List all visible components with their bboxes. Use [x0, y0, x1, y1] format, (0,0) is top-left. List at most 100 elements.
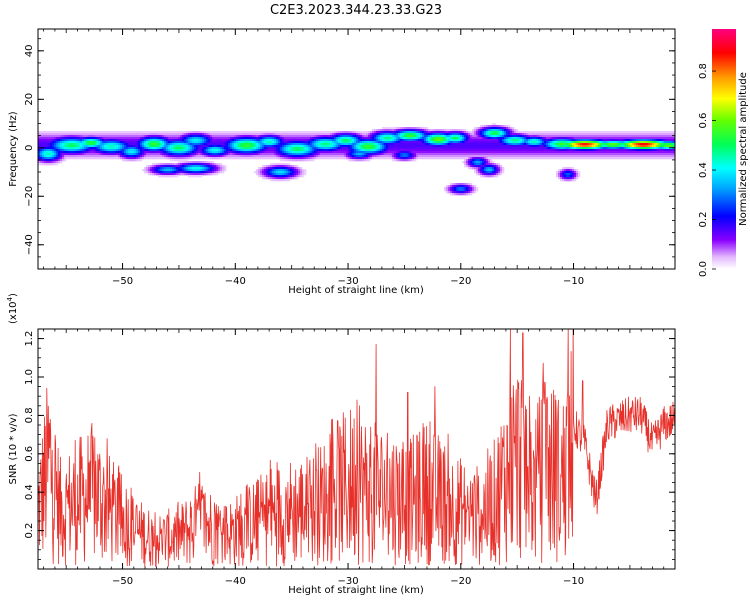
heatmap-cell	[82, 153, 85, 156]
heatmap-cell	[48, 147, 51, 150]
heatmap-cell	[512, 151, 515, 154]
heatmap-cell	[498, 167, 501, 170]
heatmap-cell	[302, 139, 305, 142]
heatmap-cell	[432, 153, 435, 156]
heatmap-cell	[62, 131, 65, 134]
heatmap-cell	[522, 133, 525, 136]
heatmap-cell	[384, 151, 387, 154]
heatmap-cell	[472, 167, 475, 170]
heatmap-cell	[202, 141, 205, 144]
heatmap-cell	[518, 135, 521, 138]
heatmap-cell	[500, 141, 503, 144]
heatmap-cell	[76, 145, 79, 148]
heatmap-cell	[118, 139, 121, 142]
heatmap-cell	[590, 151, 593, 154]
heatmap-cell	[594, 157, 597, 160]
heatmap-cell	[632, 139, 635, 142]
heatmap-cell	[288, 167, 291, 170]
heatmap-cell	[296, 159, 299, 162]
heatmap-cell	[238, 145, 241, 148]
heatmap-cell	[480, 163, 483, 166]
heatmap-cell	[342, 145, 345, 148]
heatmap-cell	[314, 135, 317, 138]
heatmap-cell	[316, 149, 319, 152]
heatmap-cell	[584, 135, 587, 138]
heatmap-cell	[44, 145, 47, 148]
heatmap-cell	[134, 153, 137, 156]
heatmap-cell	[480, 131, 483, 134]
heatmap-cell	[486, 127, 489, 130]
heatmap-cell	[148, 139, 151, 142]
heatmap-cell	[300, 149, 303, 152]
heatmap-cell	[242, 155, 245, 158]
heatmap-cell	[52, 161, 55, 164]
heatmap-cell	[546, 133, 549, 136]
heatmap-cell	[656, 145, 659, 148]
heatmap-cell	[292, 157, 295, 160]
heatmap-cell	[356, 147, 359, 150]
heatmap-cell	[264, 165, 267, 168]
heatmap-cell	[150, 167, 153, 170]
heatmap-cell	[552, 149, 555, 152]
heatmap-cell	[178, 131, 181, 134]
heatmap-cell	[668, 133, 671, 136]
heatmap-cell	[570, 131, 573, 134]
heatmap-cell	[616, 149, 619, 152]
heatmap-cell	[556, 151, 559, 154]
heatmap-cell	[638, 145, 641, 148]
heatmap-cell	[456, 129, 459, 132]
heatmap-cell	[384, 143, 387, 146]
heatmap-cell	[70, 143, 73, 146]
heatmap-cell	[222, 153, 225, 156]
heatmap-cell	[158, 157, 161, 160]
heatmap-cell	[156, 145, 159, 148]
heatmap-cell	[194, 153, 197, 156]
heatmap-cell	[178, 165, 181, 168]
heatmap-cell	[340, 155, 343, 158]
heatmap-cell	[182, 167, 185, 170]
heatmap-cell	[100, 147, 103, 150]
heatmap-cell	[496, 149, 499, 152]
heatmap-cell	[592, 139, 595, 142]
heatmap-cell	[242, 145, 245, 148]
heatmap-cell	[280, 139, 283, 142]
heatmap-cell	[604, 139, 607, 142]
heatmap-cell	[568, 167, 571, 170]
heatmap-cell	[324, 153, 327, 156]
heatmap-cell	[256, 145, 259, 148]
heatmap-cell	[634, 151, 637, 154]
heatmap-cell	[492, 133, 495, 136]
heatmap-cell	[194, 143, 197, 146]
heatmap-cell	[486, 145, 489, 148]
heatmap-cell	[202, 165, 205, 168]
heatmap-cell	[616, 155, 619, 158]
heatmap-cell	[512, 145, 515, 148]
heatmap-cell	[78, 133, 81, 136]
heatmap-cell	[292, 167, 295, 170]
heatmap-cell	[586, 137, 589, 140]
heatmap-cell	[170, 145, 173, 148]
heatmap-cell	[672, 133, 675, 136]
heatmap-cell	[176, 167, 179, 170]
heatmap-cell	[550, 157, 553, 160]
heatmap-cell	[142, 169, 145, 172]
heatmap-cell	[114, 131, 117, 134]
heatmap-cell	[50, 131, 53, 134]
heatmap-cell	[280, 133, 283, 136]
heatmap-cell	[142, 155, 145, 158]
heatmap-cell	[52, 155, 55, 158]
heatmap-cell	[122, 141, 125, 144]
heatmap-cell	[234, 133, 237, 136]
heatmap-cell	[508, 133, 511, 136]
heatmap-cell	[220, 165, 223, 168]
heatmap-cell	[364, 145, 367, 148]
heatmap-cell	[302, 159, 305, 162]
heatmap-cell	[536, 145, 539, 148]
heatmap-cell	[410, 135, 413, 138]
heatmap-cell	[566, 147, 569, 150]
heatmap-cell	[214, 151, 217, 154]
heatmap-cell	[168, 141, 171, 144]
heatmap-cell	[224, 145, 227, 148]
heatmap-cell	[448, 147, 451, 150]
heatmap-cell	[100, 135, 103, 138]
